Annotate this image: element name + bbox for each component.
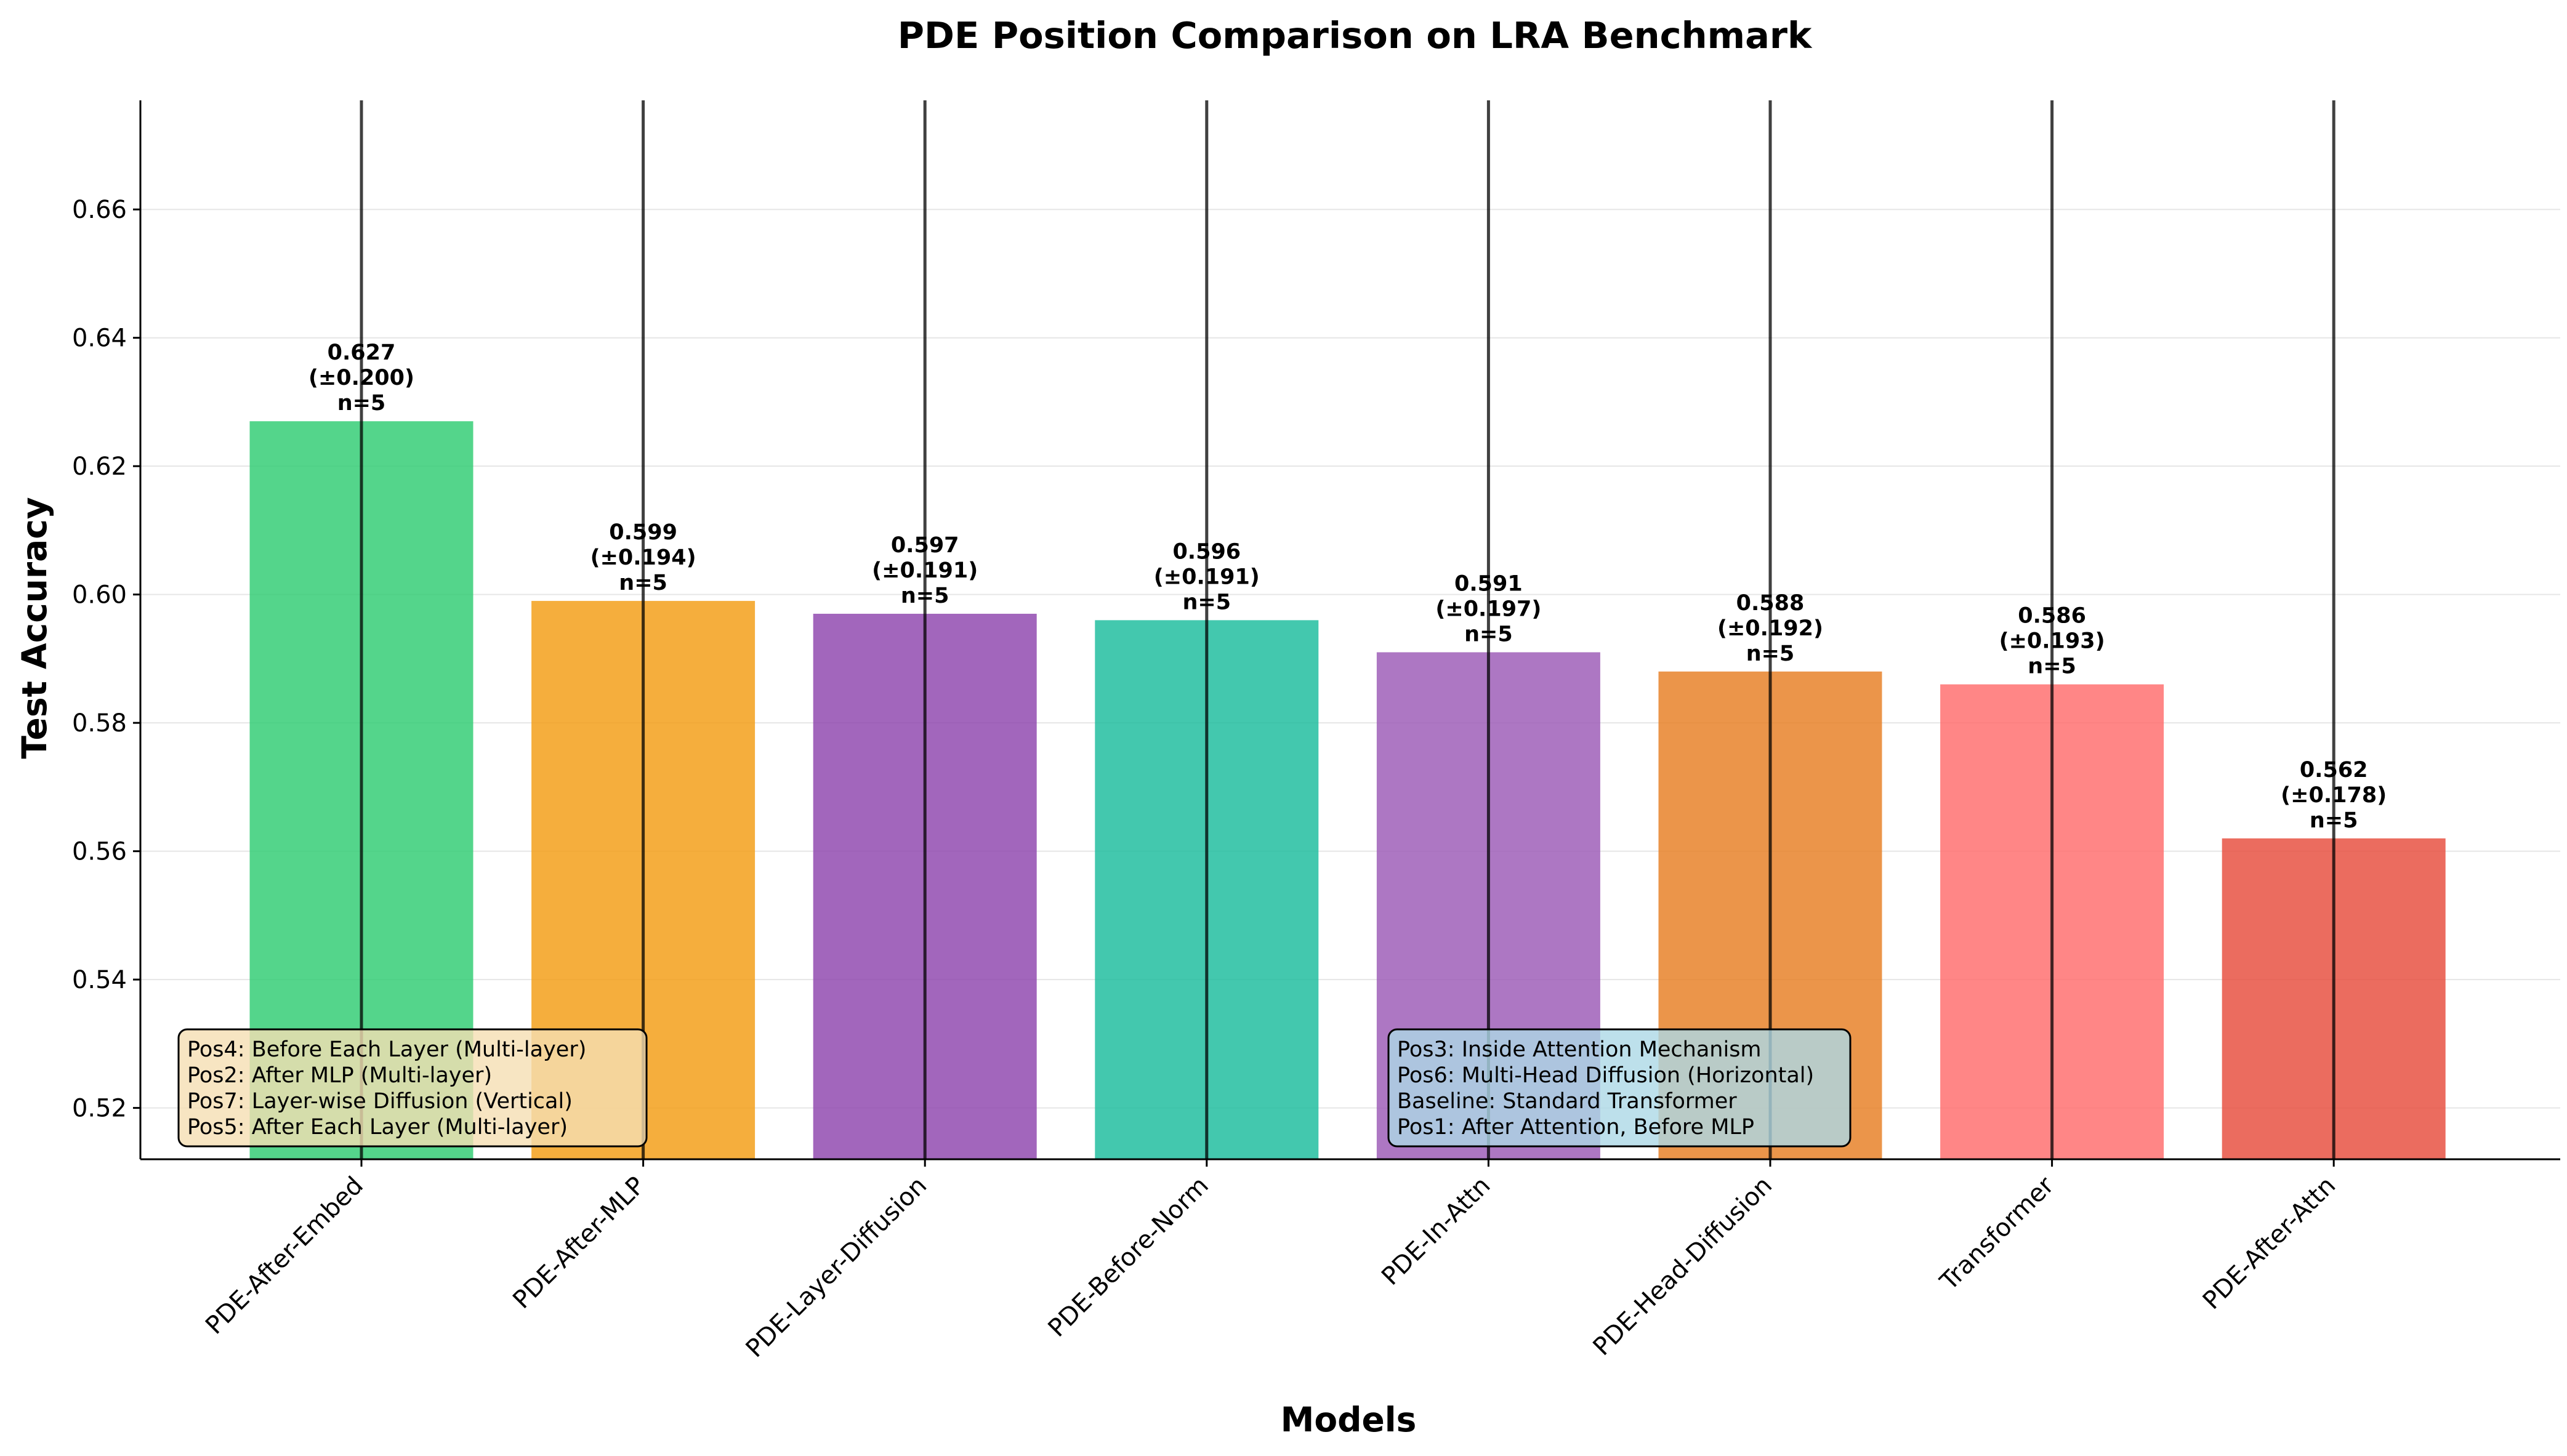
y-tick-label: 0.62 <box>72 452 127 481</box>
legend-entry: Pos7: Layer-wise Diffusion (Vertical) <box>187 1089 573 1114</box>
data-label-value: 0.588 <box>1736 591 1805 616</box>
data-label-n: n=5 <box>2028 654 2076 679</box>
y-tick-label: 0.56 <box>72 838 127 866</box>
legend-box <box>1387 1028 1852 1148</box>
data-label-value: 0.597 <box>891 533 959 558</box>
y-tick-label: 0.52 <box>72 1095 127 1123</box>
x-tick-label: Transformer <box>1935 1171 2060 1296</box>
data-label-n: n=5 <box>619 571 667 595</box>
x-tick-label: PDE-Layer-Diffusion <box>741 1172 933 1364</box>
x-tick-label: PDE-Before-Norm <box>1043 1172 1214 1343</box>
x-tick-label: PDE-After-Attn <box>2198 1172 2341 1315</box>
legend-entry: Pos2: After MLP (Multi-layer) <box>187 1063 492 1088</box>
y-tick-label: 0.58 <box>72 709 127 738</box>
error-bars-group <box>360 100 2335 1159</box>
data-label-n: n=5 <box>901 584 949 608</box>
x-tick-label: PDE-In-Attn <box>1376 1172 1496 1291</box>
data-label-value: 0.562 <box>2300 758 2368 782</box>
x-axis-title: Models <box>1281 1400 1417 1439</box>
legend-entry: Pos4: Before Each Layer (Multi-layer) <box>187 1037 586 1062</box>
data-label-value: 0.586 <box>2018 604 2086 629</box>
data-label-n: n=5 <box>1182 590 1231 614</box>
y-tick-label: 0.54 <box>72 966 127 994</box>
data-label-error: (±0.192) <box>1717 616 1823 641</box>
legend-box <box>177 1028 648 1148</box>
data-label-error: (±0.193) <box>1999 629 2105 654</box>
axes-group <box>139 100 2560 1160</box>
y-tick-label: 0.60 <box>72 581 127 609</box>
y-axis-title: Test Accuracy <box>15 497 54 758</box>
data-label-error: (±0.200) <box>308 366 414 390</box>
data-label-value: 0.627 <box>328 340 396 365</box>
x-tick-label: PDE-After-Embed <box>200 1172 369 1340</box>
data-label-error: (±0.197) <box>1435 597 1541 621</box>
data-label-error: (±0.178) <box>2281 783 2387 808</box>
x-tick-label: PDE-Head-Diffusion <box>1588 1172 1778 1361</box>
data-label-error: (±0.194) <box>590 545 696 570</box>
x-tick-label: PDE-After-MLP <box>507 1172 650 1314</box>
data-label-n: n=5 <box>1464 622 1513 646</box>
y-tick-label: 0.66 <box>72 196 127 224</box>
x-ticks-group: PDE-After-Embed PDE-After-MLP PDE-Layer-Di… <box>200 1159 2341 1363</box>
data-label-value: 0.591 <box>1454 571 1523 596</box>
legend-entry: Pos1: After Attention, Before MLP <box>1397 1115 1754 1140</box>
legend-entry: Pos5: After Each Layer (Multi-layer) <box>187 1115 568 1140</box>
data-labels-group: n=5(±0.200)0.627n=5(±0.194)0.599n=5(±0.1… <box>308 340 2387 833</box>
chart-title: PDE Position Comparison on LRA Benchmark <box>898 14 1813 57</box>
data-label-n: n=5 <box>1746 642 1795 666</box>
legend-entry: Pos6: Multi-Head Diffusion (Horizontal) <box>1397 1063 1814 1088</box>
legend-entry: Baseline: Standard Transformer <box>1397 1089 1737 1114</box>
legend-entry: Pos3: Inside Attention Mechanism <box>1397 1037 1762 1062</box>
data-label-value: 0.596 <box>1172 539 1241 564</box>
data-label-value: 0.599 <box>609 520 677 545</box>
legends-group: Pos4: Before Each Layer (Multi-layer)Pos… <box>177 1028 1852 1148</box>
data-label-error: (±0.191) <box>1154 565 1260 589</box>
y-tick-label: 0.64 <box>72 324 127 353</box>
gridlines <box>140 209 2560 1109</box>
data-label-error: (±0.191) <box>872 558 978 583</box>
data-label-n: n=5 <box>337 391 386 416</box>
data-label-n: n=5 <box>2310 808 2358 833</box>
y-ticks-group: 0.52 0.54 0.56 0.58 0.60 0.62 0.64 0.66 <box>72 196 140 1123</box>
